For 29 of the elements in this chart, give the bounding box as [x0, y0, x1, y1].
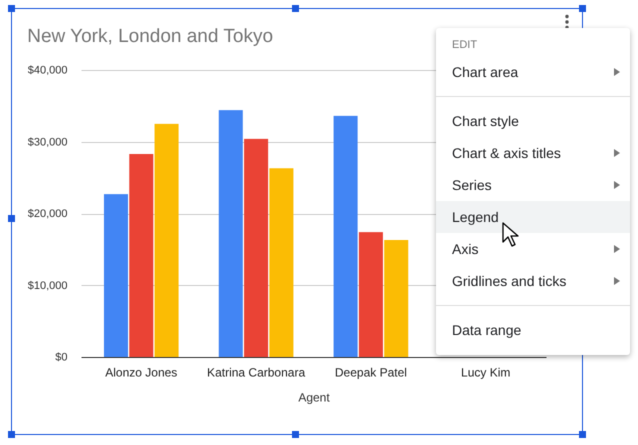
x-tick-label: Lucy Kim	[461, 366, 510, 380]
y-tick-label: $10,000	[28, 280, 68, 292]
bar	[218, 110, 243, 357]
y-tick-label: $0	[55, 352, 68, 364]
annotation: Legend	[436, 201, 630, 233]
bar	[358, 232, 383, 357]
x-tick-label: Katrina Carbonara	[207, 366, 306, 380]
annotation: Series	[451, 176, 493, 195]
text: EDIT	[452, 39, 478, 51]
bar	[384, 240, 408, 357]
x-axis-title: Agent	[298, 390, 330, 404]
x-tick-label: Deepak Patel	[334, 366, 407, 380]
bar	[334, 116, 358, 357]
annotation: Data range	[451, 321, 522, 340]
bar	[269, 168, 294, 357]
chart-title: New York, London and Tokyo	[27, 26, 274, 47]
bar	[104, 194, 128, 357]
bar	[154, 124, 179, 357]
y-tick-label: $20,000	[28, 208, 68, 220]
annotation: Chart & axis titles	[451, 144, 562, 163]
annotation: Chart style	[451, 112, 520, 131]
annotation: Chart area	[451, 63, 520, 82]
y-tick-label: $30,000	[28, 136, 68, 148]
bar	[129, 154, 154, 357]
annotation: Axis	[451, 240, 480, 259]
annotation: Gridlines and ticks	[451, 272, 568, 291]
y-tick-label: $40,000	[28, 64, 68, 76]
bar	[244, 138, 268, 357]
x-tick-label: Alonzo Jones	[105, 366, 178, 380]
